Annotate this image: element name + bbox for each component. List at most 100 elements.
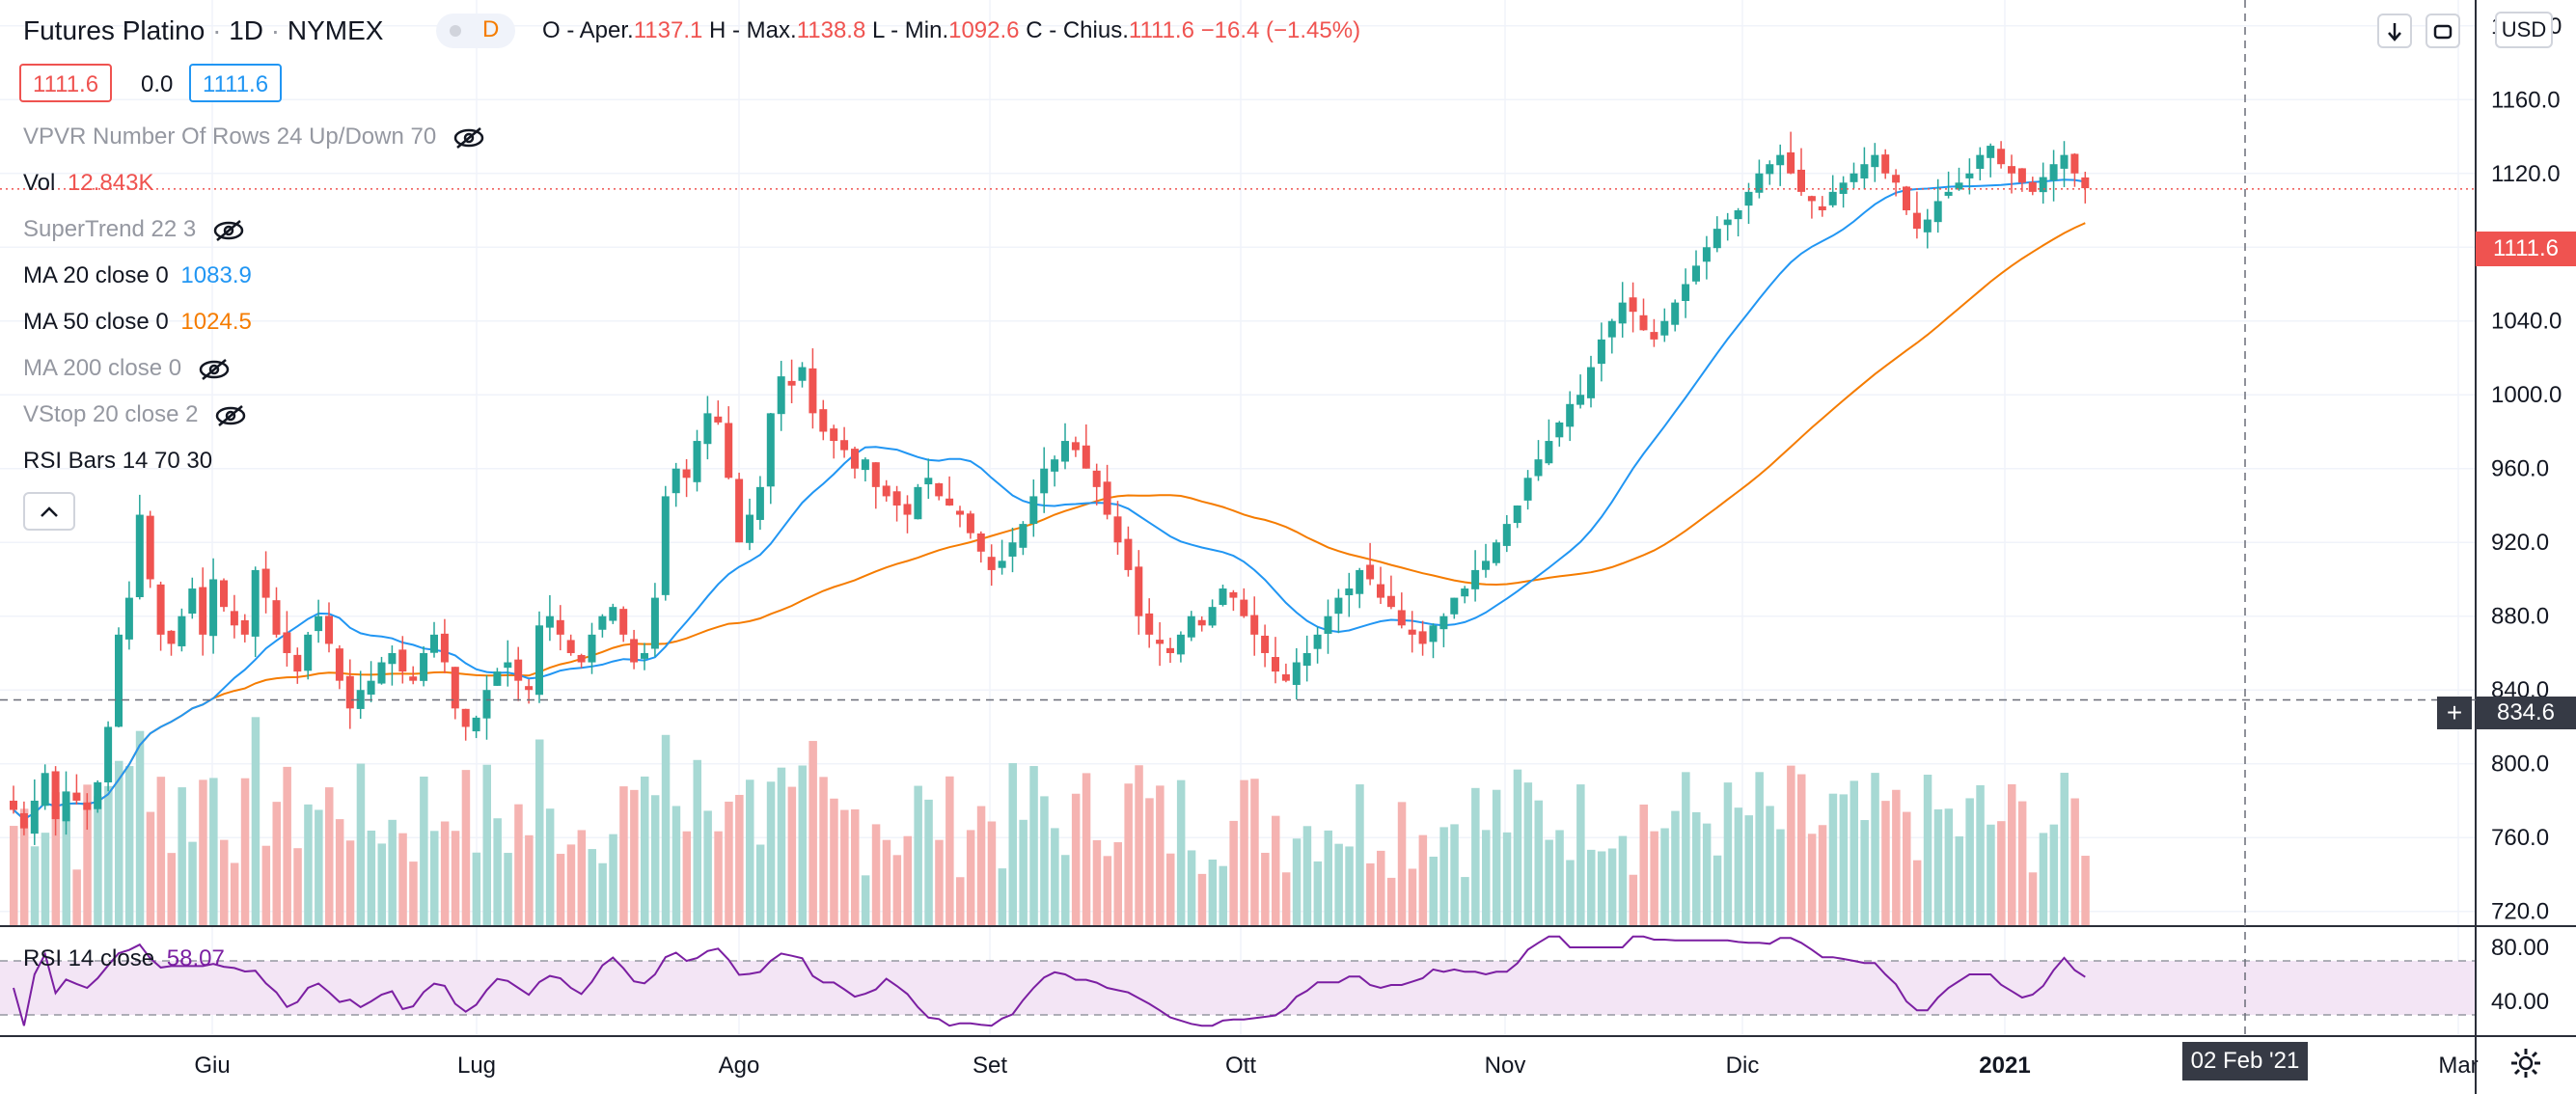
- candle-body: [461, 708, 470, 727]
- volume-bar: [1071, 793, 1081, 926]
- volume-bar: [535, 739, 544, 926]
- volume-bar: [1366, 862, 1375, 926]
- volume-bar: [1797, 774, 1806, 926]
- eye-hidden-icon[interactable]: [212, 219, 245, 242]
- candle-body: [1418, 631, 1427, 644]
- volume-bar: [725, 801, 733, 926]
- vpvr-legend[interactable]: VPVR Number Of Rows 24 Up/Down 70: [23, 123, 485, 150]
- volume-bar: [1082, 773, 1091, 926]
- candle-body: [1187, 615, 1195, 638]
- candle-body: [1492, 542, 1500, 563]
- candle-body: [1439, 615, 1448, 630]
- candle-body: [304, 634, 313, 671]
- volume-bar: [1839, 794, 1849, 926]
- volume-bar: [1766, 806, 1774, 926]
- supertrend-legend[interactable]: SuperTrend 22 3: [23, 216, 245, 243]
- volume-bar: [766, 781, 776, 926]
- candle-body: [335, 648, 343, 681]
- symbol-title[interactable]: Futures Platino · 1D · NYMEX: [23, 15, 383, 46]
- volume-bar: [1166, 853, 1175, 926]
- candle-body: [1723, 219, 1732, 226]
- volume-bar: [798, 765, 807, 926]
- volume-bar: [598, 862, 607, 926]
- eye-hidden-icon[interactable]: [214, 404, 247, 427]
- volume-bar: [1860, 820, 1869, 926]
- volume-bar: [1566, 860, 1575, 926]
- volume-bar: [1386, 877, 1396, 926]
- candle-body: [1618, 302, 1627, 324]
- candle-body: [1334, 597, 1343, 615]
- currency-button[interactable]: USD: [2495, 12, 2553, 48]
- candle-body: [1229, 591, 1238, 598]
- volume-bar: [2028, 872, 2038, 926]
- candle-body: [30, 800, 39, 834]
- volume-bar: [315, 809, 323, 926]
- volume-bar: [1124, 783, 1133, 926]
- candle-body: [1261, 635, 1270, 653]
- volume-bar: [1439, 827, 1448, 926]
- candle-body: [451, 667, 459, 709]
- rsi-legend[interactable]: RSI 14 close 58.07: [23, 945, 225, 972]
- volume-bar: [714, 831, 723, 926]
- volume-bar: [261, 845, 271, 926]
- scroll-down-button[interactable]: [2377, 14, 2412, 48]
- ma200-legend[interactable]: MA 200 close 0: [23, 355, 231, 382]
- eye-hidden-icon[interactable]: [452, 126, 485, 150]
- volume-bar: [1776, 829, 1785, 926]
- close-value: 1111.6: [1128, 17, 1194, 43]
- candle-body: [420, 652, 428, 681]
- ma20-legend[interactable]: MA 20 close 0 1083.9: [23, 262, 252, 289]
- candle-body: [703, 413, 712, 445]
- rsi-value: 58.07: [166, 945, 225, 971]
- volume-bar: [1881, 801, 1890, 926]
- volume-bar: [525, 834, 534, 926]
- candle-body: [1850, 173, 1858, 182]
- ma50-legend[interactable]: MA 50 close 0 1024.5: [23, 309, 252, 336]
- ask-button[interactable]: 1111.6: [189, 64, 283, 102]
- candle-body: [209, 579, 218, 637]
- volume-bar: [367, 830, 376, 926]
- volume-bar: [1871, 773, 1879, 926]
- volume-bar: [935, 839, 944, 926]
- market-status-badge[interactable]: D: [436, 14, 515, 48]
- candle-body: [2017, 168, 2026, 183]
- candle-body: [566, 640, 575, 653]
- bid-button[interactable]: 1111.6: [19, 64, 113, 102]
- vstop-legend[interactable]: VStop 20 close 2: [23, 401, 247, 428]
- candle-body: [525, 686, 534, 691]
- status-dot-icon: [450, 25, 461, 37]
- volume-bar: [1103, 856, 1112, 926]
- x-tick-label: Ott: [1225, 1053, 1256, 1079]
- last-price-tag: 1111.6: [2476, 232, 2576, 266]
- volume-bar: [1629, 874, 1638, 926]
- crosshair-plus-button[interactable]: +: [2437, 697, 2472, 729]
- candle-body: [1955, 182, 1963, 190]
- volume-bar: [1650, 831, 1658, 926]
- candle-body: [493, 671, 502, 686]
- collapse-legend-button[interactable]: [23, 492, 75, 531]
- candle-body: [1135, 566, 1143, 616]
- fullscreen-button[interactable]: [2425, 14, 2460, 48]
- volume-bar: [1492, 789, 1501, 926]
- volume-bar: [650, 795, 660, 926]
- candle-body: [892, 491, 901, 506]
- volume-bar: [998, 868, 1007, 926]
- volume-bar: [1987, 824, 1995, 926]
- volume-bar: [1061, 855, 1070, 926]
- chevron-up-icon: [41, 506, 58, 517]
- settings-button[interactable]: [2508, 1046, 2543, 1080]
- eye-hidden-icon[interactable]: [198, 358, 231, 381]
- candle-body: [1923, 219, 1932, 232]
- candle-body: [714, 416, 723, 423]
- volume-bar: [199, 779, 207, 926]
- candle-body: [1912, 212, 1921, 230]
- rsi-bars-legend[interactable]: RSI Bars 14 70 30: [23, 448, 212, 475]
- candle-body: [619, 609, 628, 635]
- volume-legend[interactable]: Vol 12.843K: [23, 170, 153, 197]
- volume-bar: [1534, 800, 1543, 926]
- rsi-tick-label: 80.00: [2491, 935, 2549, 961]
- candle-body: [293, 654, 302, 672]
- volume-bar: [588, 849, 596, 926]
- volume-bar: [1997, 821, 2006, 926]
